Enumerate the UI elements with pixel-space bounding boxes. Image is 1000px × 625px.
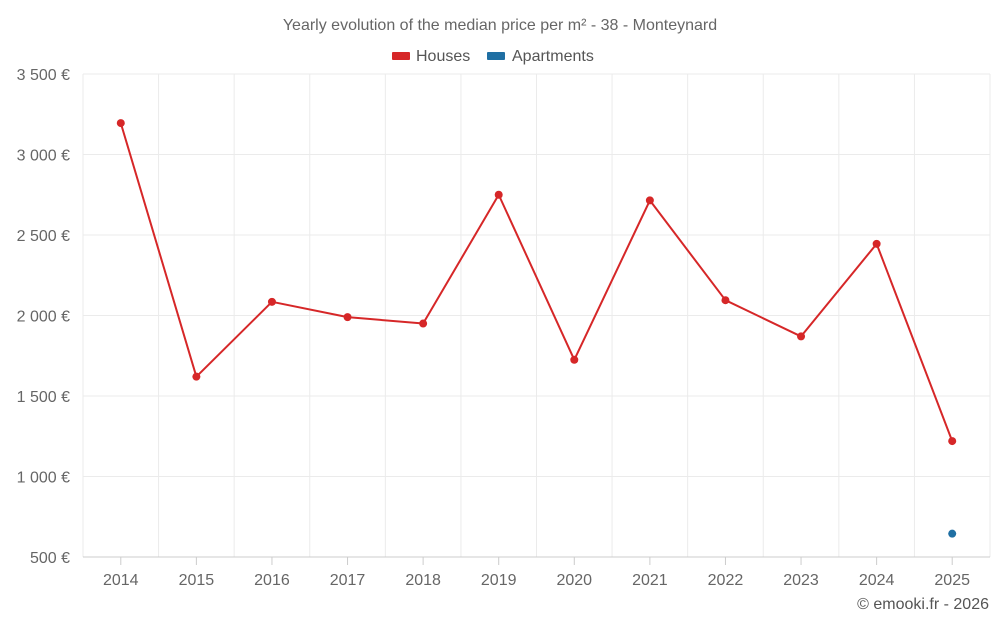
data-point-houses[interactable] [797, 332, 806, 341]
grid [82, 73, 991, 557]
legend: Houses Apartments [392, 48, 594, 65]
chart-title: Yearly evolution of the median price per… [283, 17, 717, 34]
series-apartments [948, 529, 957, 538]
legend-label-apartments: Apartments [512, 48, 594, 65]
y-tick-label: 500 € [30, 550, 70, 567]
y-tick-label: 3 000 € [17, 148, 70, 165]
data-point-houses[interactable] [872, 239, 881, 248]
x-tick-label: 2015 [179, 572, 215, 589]
x-tick-label: 2022 [708, 572, 744, 589]
credit-text: © emooki.fr - 2026 [857, 596, 989, 613]
data-point-houses[interactable] [494, 190, 503, 199]
y-axis: 500 € 1 000 € 1 500 € 2 000 € 2 500 € 3 000 €… [17, 67, 70, 567]
data-point-houses[interactable] [343, 313, 352, 322]
data-point-houses[interactable] [570, 355, 579, 364]
x-axis: 2014 2015 2016 2017 2018 2019 2020 2021 2022 2023… [83, 556, 990, 589]
data-point-houses[interactable] [948, 437, 957, 446]
legend-label-houses: Houses [416, 48, 470, 65]
x-tick-label: 2017 [330, 572, 366, 589]
x-tick-label: 2018 [405, 572, 441, 589]
series-line-houses [119, 122, 954, 442]
x-tick-label: 2016 [254, 572, 290, 589]
y-tick-label: 2 500 € [17, 228, 70, 245]
series [116, 119, 957, 538]
x-tick-label: 2024 [859, 572, 895, 589]
data-point-houses[interactable] [116, 119, 125, 128]
data-point-houses[interactable] [645, 196, 654, 205]
x-tick-label: 2023 [783, 572, 819, 589]
data-point-houses[interactable] [192, 372, 201, 381]
data-point-houses[interactable] [419, 319, 428, 328]
data-point-houses[interactable] [267, 297, 276, 306]
data-point-houses[interactable] [721, 296, 730, 305]
legend-item-houses[interactable]: Houses [392, 48, 470, 65]
x-tick-label: 2019 [481, 572, 517, 589]
x-tick-label: 2025 [934, 572, 970, 589]
y-tick-label: 2 000 € [17, 309, 70, 326]
x-tick-label: 2020 [556, 572, 592, 589]
legend-swatch-houses [392, 52, 410, 60]
x-tick-label: 2014 [103, 572, 139, 589]
y-tick-label: 1 000 € [17, 470, 70, 487]
y-tick-label: 1 500 € [17, 389, 70, 406]
legend-item-apartments[interactable]: Apartments [487, 48, 594, 65]
legend-swatch-apartments [487, 52, 505, 60]
x-tick-label: 2021 [632, 572, 668, 589]
y-tick-label: 3 500 € [17, 67, 70, 84]
series-houses [116, 119, 957, 446]
data-point-apartments[interactable] [948, 529, 957, 538]
